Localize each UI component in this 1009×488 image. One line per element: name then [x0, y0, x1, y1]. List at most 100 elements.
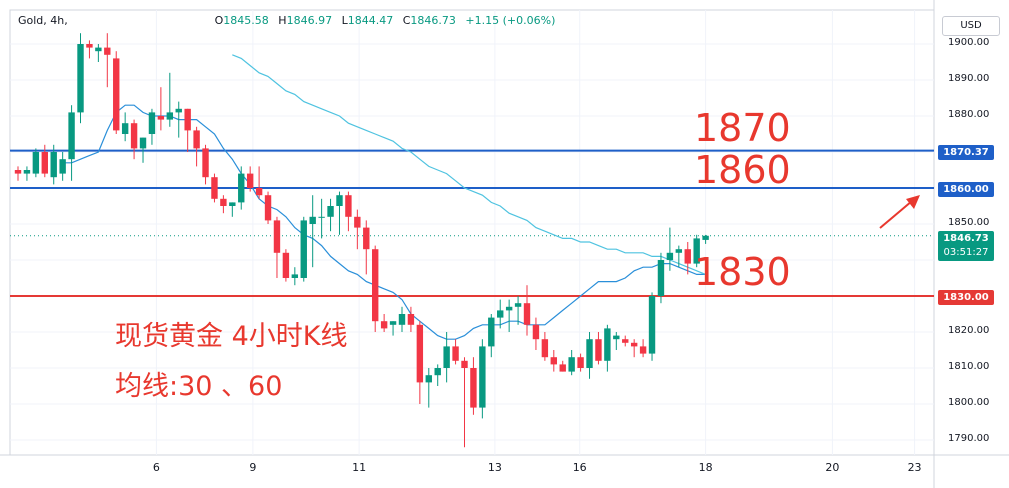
candle-body [666, 252, 674, 260]
current-price-tag: 1846.73 03:51:27 [938, 231, 994, 261]
candle-body [59, 159, 66, 174]
candle-body [184, 108, 191, 131]
candle-body [309, 216, 316, 224]
currency-button[interactable]: USD [942, 16, 1000, 36]
x-tick-label: 11 [352, 461, 367, 474]
candle-body [166, 112, 174, 120]
candle-body [630, 342, 638, 347]
y-tick-label: 1820.00 [948, 325, 990, 336]
low-key: L [341, 14, 348, 27]
candle-body [613, 335, 620, 340]
x-tick-label: 20 [825, 461, 840, 474]
candle-body [139, 137, 147, 149]
candle-body [550, 357, 557, 365]
candle-body [702, 235, 709, 240]
x-tick-label: 9 [249, 461, 257, 474]
candle-body [452, 346, 459, 361]
low-value: 1844.47 [347, 14, 394, 27]
candle-body [157, 116, 165, 120]
y-tick-label: 1810.00 [948, 361, 990, 372]
candle-body [246, 173, 254, 188]
candle-body [282, 252, 290, 278]
candle-body [273, 220, 281, 253]
candle-body [130, 123, 138, 149]
change-value: +1.15 (+0.06%) [465, 14, 556, 27]
chart-annotation-title: 现货黄金 4小时K线 [115, 321, 348, 352]
candle-body [14, 170, 22, 174]
candle-body [68, 112, 75, 160]
candle-body [470, 368, 477, 408]
candle-body [264, 195, 272, 221]
high-key: H [278, 14, 287, 27]
candle-body [77, 44, 84, 113]
candle-body [32, 152, 40, 174]
candle-body [50, 152, 57, 178]
candle-body [345, 195, 352, 217]
annotation-1870: 1870 [694, 106, 791, 150]
candle-body [657, 260, 665, 296]
candle-body [95, 47, 102, 52]
candle-body [425, 375, 432, 383]
x-tick-label: 13 [487, 461, 502, 474]
annotation-1830: 1830 [694, 250, 791, 294]
candle-body [300, 220, 307, 278]
candle-body [327, 206, 334, 217]
y-tick-label: 1850.00 [948, 217, 990, 228]
candle-body [113, 58, 120, 131]
candle-body [443, 346, 450, 368]
candle-body [86, 44, 93, 48]
candle-body [41, 152, 48, 174]
open-value: 1845.58 [223, 14, 269, 27]
x-tick-label: 23 [907, 461, 922, 474]
candle-body [648, 296, 656, 354]
candle-body [255, 188, 263, 196]
annotation-arrow-head [906, 195, 920, 209]
candle-body [211, 177, 218, 199]
y-tick-label: 1880.00 [948, 109, 990, 120]
candle-body [514, 303, 522, 307]
candle-body [461, 360, 468, 368]
price-tag-1830: 1830.00 [938, 290, 994, 305]
candle-body [586, 339, 593, 368]
candle-body [488, 317, 495, 347]
candle-body [604, 328, 611, 361]
candle-body [238, 173, 245, 203]
candle-body [220, 198, 227, 206]
high-value: 1846.97 [286, 14, 333, 27]
candle-body [363, 227, 370, 250]
candle-body [523, 303, 531, 325]
candle-body [291, 274, 299, 278]
y-tick-label: 1790.00 [948, 433, 990, 444]
y-tick-label: 1900.00 [948, 37, 990, 48]
candle-body [354, 216, 361, 228]
candle-body [104, 47, 111, 55]
candle-body [202, 148, 209, 178]
moving-average-60 [232, 54, 706, 275]
annotation-arrow-line [879, 200, 913, 229]
candle-body [407, 314, 415, 325]
candle-body [684, 249, 691, 264]
price-tag-1870: 1870.37 [938, 145, 994, 160]
candle-body [479, 346, 486, 408]
current-price-value: 1846.73 [943, 233, 989, 244]
candle-body [595, 339, 602, 361]
chart-annotation-ma: 均线:30 、60 [115, 371, 283, 402]
candle-body [229, 202, 236, 206]
ohlc-legend: Gold, 4h, O1845.58 H1846.97 L1844.47 C18… [18, 14, 561, 27]
candle-body [505, 306, 513, 311]
candle-body [577, 357, 584, 368]
x-tick-label: 16 [572, 461, 587, 474]
bar-countdown: 03:51:27 [943, 247, 989, 258]
y-tick-label: 1800.00 [948, 397, 990, 408]
symbol-label: Gold, 4h, [18, 14, 68, 27]
candle-body [416, 324, 424, 383]
candle-body [434, 368, 441, 376]
y-tick-label: 1890.00 [948, 73, 990, 84]
candle-body [121, 123, 129, 134]
x-tick-label: 6 [152, 461, 160, 474]
candle-body [372, 249, 379, 322]
candle-body [639, 346, 647, 354]
candle-body [675, 249, 683, 253]
x-tick-label: 18 [698, 461, 713, 474]
